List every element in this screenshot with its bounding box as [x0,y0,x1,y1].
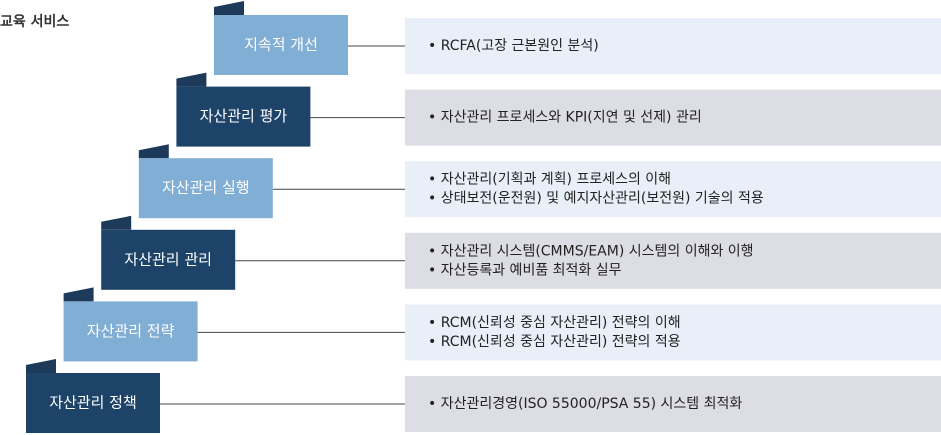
box-tab [101,215,132,230]
item-text: • 자산관리 프로세스와 KPI(지연 및 선제) 관리 [428,110,702,126]
subtitle: 교육 서비스 [0,14,69,30]
box-tab [138,144,169,159]
item-panel [405,304,941,361]
item-text: • RCM(신뢰성 중심 자산관리) 전략의 이해 [428,315,681,331]
item-text: • 자산관리(기획과 계획) 프로세스의 이해 [428,172,671,188]
step-label: 자산관리 정책 [49,394,137,412]
step-box [26,373,160,433]
item-panel [405,232,941,289]
box-tab [176,72,207,87]
item-text: • 자산등록과 예비품 최적화 실무 [428,262,622,278]
step-box [214,15,348,75]
item-text: • RCM(신뢰성 중심 자산관리) 전략의 적용 [428,334,681,350]
step-label: 자산관리 실행 [162,179,250,197]
step-box [63,301,198,362]
step-box [101,229,236,290]
item-panel [405,376,941,432]
box-tab [26,359,56,373]
step-label: 지속적 개선 [244,36,318,54]
item-panel [405,161,941,218]
step-box [176,86,311,147]
step-box [138,158,273,219]
item-text: • 상태보전(운전원) 및 예지자산관리(보전원) 기술의 적용 [428,191,764,207]
step-label: 자산관리 평가 [200,107,288,125]
item-panel [405,18,941,74]
step-label: 자산관리 관리 [124,250,212,268]
box-tab [214,1,244,15]
item-text: • 자산관리경영(ISO 55000/PSA 55) 시스템 최적화 [428,396,742,412]
item-panel [405,89,941,146]
item-text: • RCFA(고장 근본원인 분석) [428,38,599,54]
item-text: • 자산관리 시스템(CMMS/EAM) 시스템의 이해와 이행 [428,243,754,259]
step-label: 자산관리 전략 [87,322,175,340]
box-tab [63,287,94,302]
